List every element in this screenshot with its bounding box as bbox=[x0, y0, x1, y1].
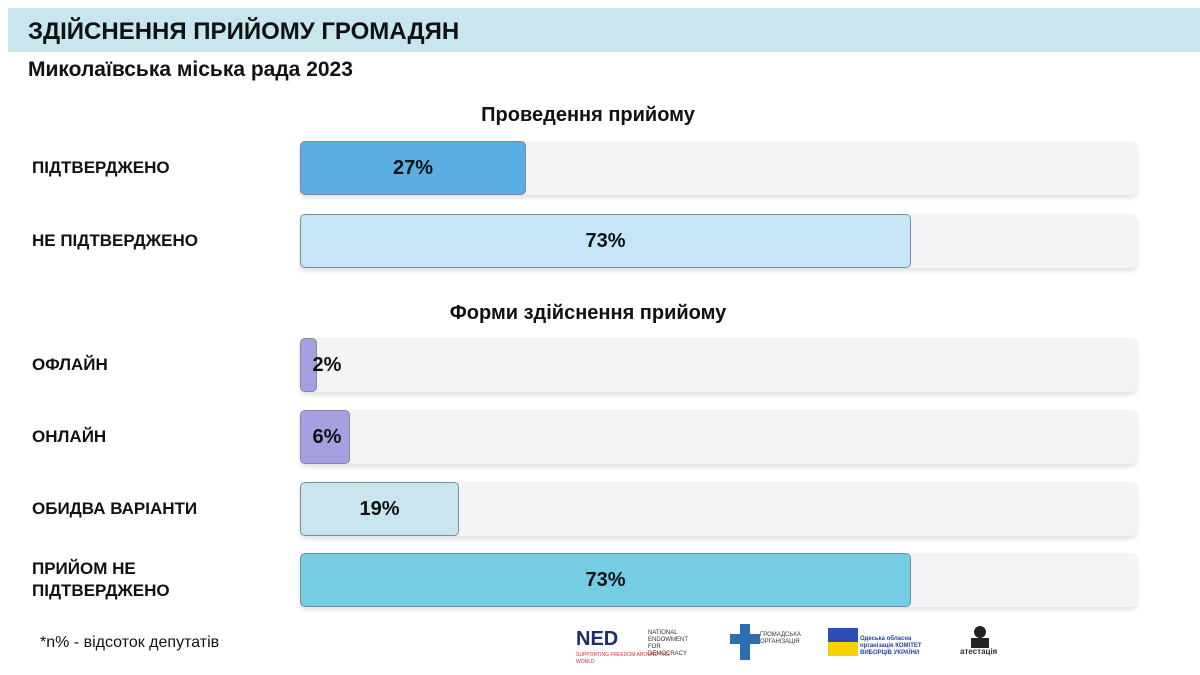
logo-text: ГРОМАДСЬКА ОРГАНІЗАЦІЯ bbox=[760, 632, 801, 645]
track bbox=[300, 410, 1137, 464]
atest-logo: атестація bbox=[960, 624, 1000, 660]
track bbox=[300, 338, 1137, 392]
value-label: 73% bbox=[585, 568, 626, 591]
category-label: ПІДТВЕРДЖЕНО bbox=[32, 158, 170, 177]
title: ЗДІЙСНЕННЯ ПРИЙОМУ ГРОМАДЯН bbox=[28, 18, 460, 45]
cvu-logo: Одеська обласна організація КОМІТЕТ ВИБО… bbox=[828, 628, 938, 658]
value-label: 73% bbox=[585, 229, 626, 252]
header-band bbox=[8, 8, 1200, 52]
category-label: ОНЛАЙН bbox=[32, 427, 107, 446]
bar bbox=[300, 141, 526, 195]
category-label: НЕ ПІДТВЕРДЖЕНО bbox=[32, 231, 198, 250]
bar bbox=[300, 482, 460, 536]
logo-icon bbox=[971, 626, 989, 648]
logo-text: NED bbox=[576, 628, 619, 650]
logo-icon bbox=[828, 628, 858, 656]
ned-logo: NED NATIONAL ENDOWMENT FOR DEMOCRACY SUP… bbox=[576, 628, 688, 665]
ngo-logo: ГРОМАДСЬКА ОРГАНІЗАЦІЯ bbox=[730, 624, 810, 660]
value-label: 6% bbox=[312, 425, 342, 448]
value-label: 2% bbox=[312, 353, 342, 376]
bar bbox=[300, 553, 911, 607]
category-label: ОФЛАЙН bbox=[32, 355, 108, 374]
subtitle: Миколаївська міська рада 2023 bbox=[28, 58, 353, 81]
logo-text: атестація bbox=[960, 647, 998, 656]
value-label: 19% bbox=[359, 497, 400, 520]
logo-text: Одеська обласна організація КОМІТЕТ ВИБО… bbox=[860, 636, 922, 656]
category-label: ОБИДВА ВАРІАНТИ bbox=[32, 499, 198, 518]
bar bbox=[300, 338, 317, 392]
category-label: ПРИЙОМ НЕ ПІДТВЕРДЖЕНО bbox=[32, 559, 170, 600]
bar bbox=[300, 214, 911, 268]
logo-text: SUPPORTING FREEDOM AROUND THE WORLD bbox=[576, 652, 670, 665]
logo-text: NATIONAL ENDOWMENT FOR DEMOCRACY bbox=[648, 630, 688, 657]
logo-icon bbox=[730, 624, 760, 660]
chart-title: Форми здійснення прийому bbox=[449, 302, 727, 324]
footnote: *n% - відсоток депутатів bbox=[40, 634, 220, 651]
bar bbox=[300, 410, 351, 464]
value-label: 27% bbox=[392, 156, 433, 179]
chart-title: Проведення прийому bbox=[481, 104, 695, 126]
